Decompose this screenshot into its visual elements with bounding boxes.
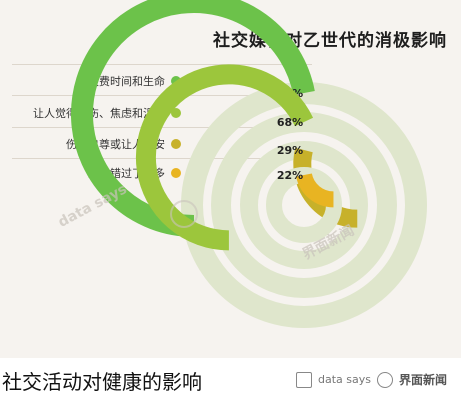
value-label-3: 22% [277, 169, 303, 182]
footer-brand-name: 界面新闻 [398, 373, 447, 387]
legend-divider [12, 64, 312, 65]
footer-mark-icon [376, 371, 393, 388]
ring-bar-3 [296, 172, 334, 208]
legend-divider [12, 158, 312, 159]
footer-sub: data says [317, 373, 371, 386]
legend-item-1: 让人觉得悲伤、焦虑和沮丧 [33, 105, 181, 121]
value-label-1: 68% [277, 116, 303, 129]
legend-dot-2 [171, 139, 181, 149]
legend-label-1: 让人觉得悲伤、焦虑和沮丧 [33, 107, 165, 120]
legend-dot-1 [171, 108, 181, 118]
radial-bar-chart: 72%68%29%22% [70, 0, 427, 328]
chart-panel: 社交媒体对乙世代的消极影响 浪费时间和生命 让人觉得悲伤、焦虑和沮丧 伤害自尊或… [0, 0, 461, 358]
footer-brand: data says 界面新闻 [295, 371, 447, 388]
value-label-2: 29% [277, 144, 303, 157]
legend-label-0: 浪费时间和生命 [88, 75, 165, 88]
ring-bar-0 [70, 0, 315, 237]
caption: 社交活动对健康的影响 [2, 370, 202, 394]
footer-logo-icon [295, 371, 312, 388]
watermark-logo-icon [170, 200, 198, 228]
legend-dot-3 [171, 168, 181, 178]
